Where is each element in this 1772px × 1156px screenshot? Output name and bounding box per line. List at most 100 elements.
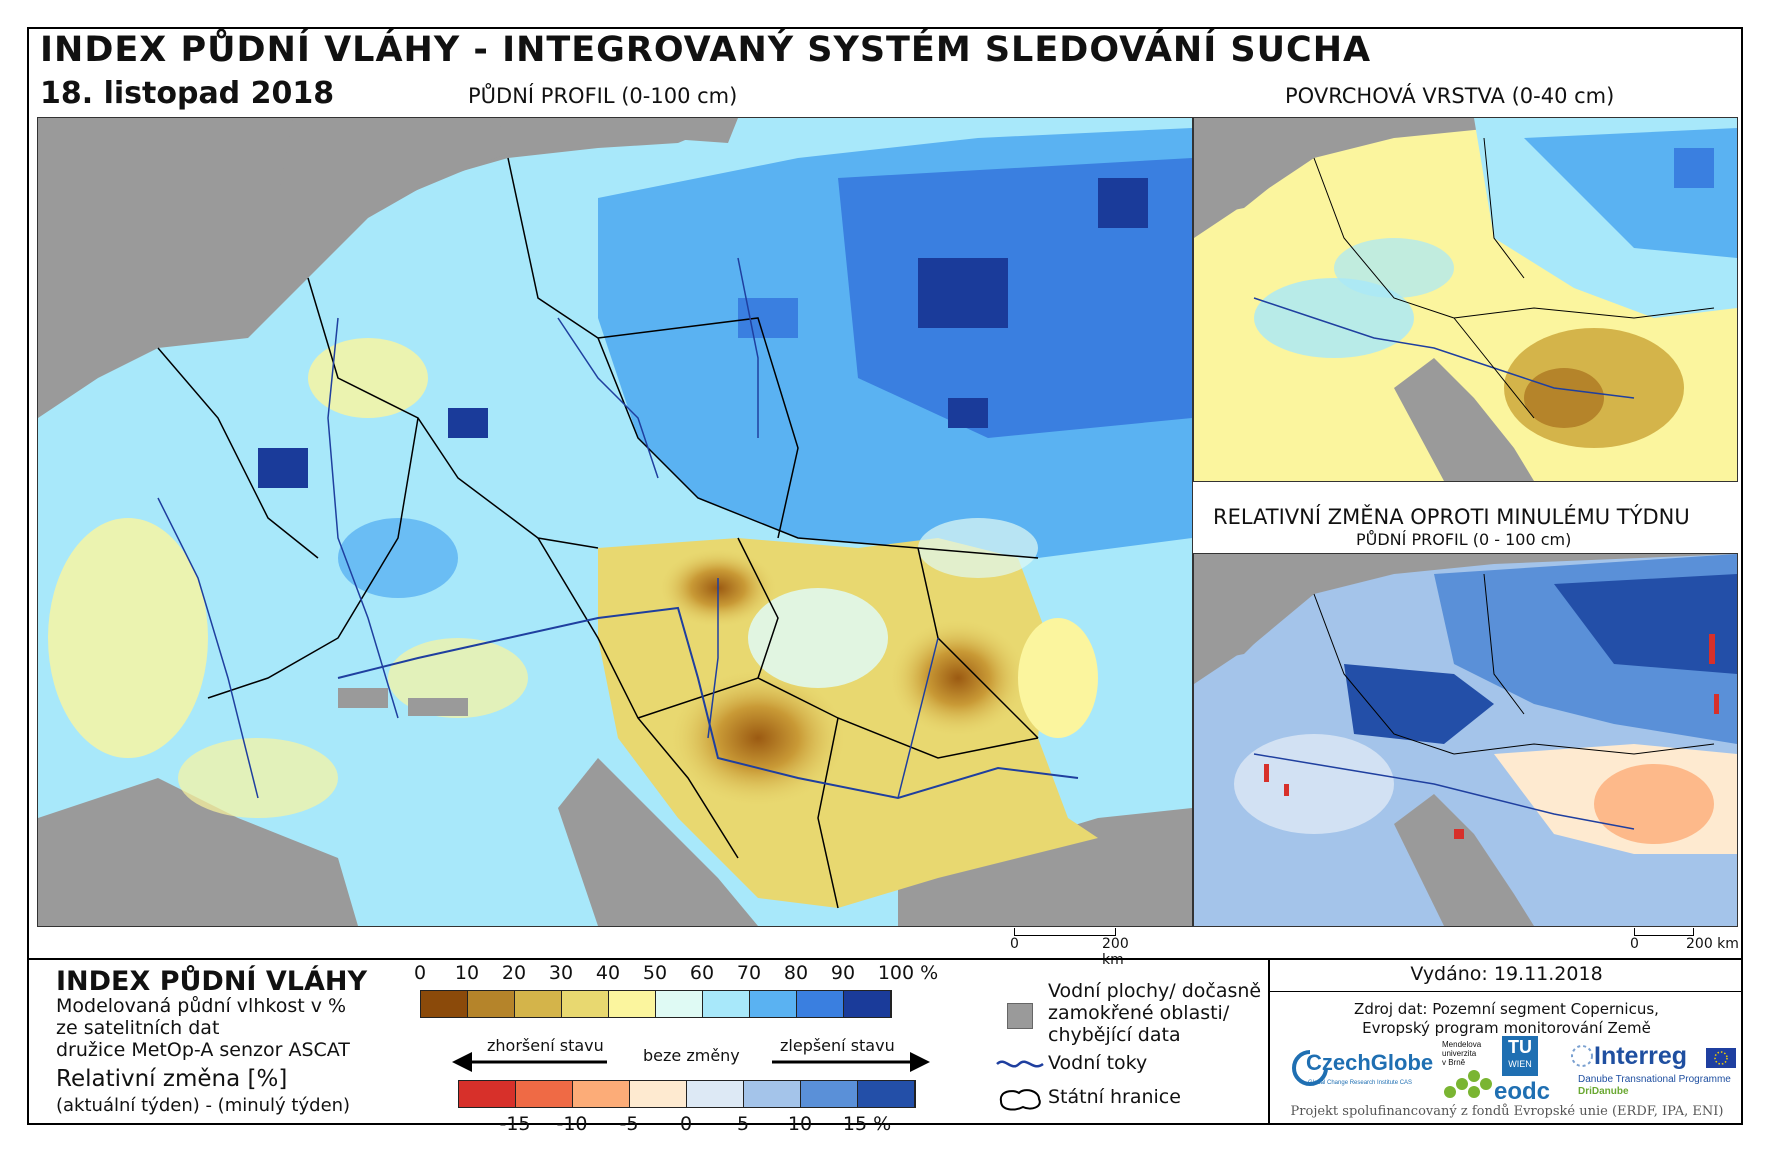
map-date: 18. listopad 2018: [40, 76, 335, 111]
main-map-soil-profile: [37, 117, 1193, 927]
interreg-programme: Danube Transnational Programme: [1578, 1074, 1731, 1085]
main-scale-line: [1014, 928, 1116, 936]
change-bar-swatch: [459, 1081, 516, 1107]
main-scale-start: 0: [1010, 936, 1019, 952]
change-ticks-label: -10: [556, 1113, 588, 1135]
change-ticks-label: -5: [619, 1113, 639, 1135]
index-ticks-label: 30: [548, 962, 574, 984]
index-bar-swatch: [562, 991, 609, 1017]
relative-change-note: (aktuální týden) - (minulý týden): [56, 1095, 351, 1116]
worse-arrow-head: [452, 1052, 472, 1072]
index-ticks-label: 80: [783, 962, 809, 984]
arrow-same-label: beze změny: [643, 1046, 740, 1065]
mendel-university-logo: Mendelova univerzita v Brně: [1442, 1040, 1498, 1100]
change-bar-swatch: [858, 1081, 915, 1107]
weekly-change-map: [1193, 553, 1738, 927]
change-scale-end: 200 km: [1686, 936, 1739, 952]
page-title: INDEX PŮDNÍ VLÁHY - INTEGROVANÝ SYSTÉM S…: [40, 30, 1372, 70]
interreg-name: Interreg: [1594, 1042, 1688, 1070]
index-bar-swatch: [750, 991, 797, 1017]
index-bar-swatch: [656, 991, 703, 1017]
mendel-line-1: Mendelova: [1442, 1040, 1482, 1049]
key-water-label: Vodní plochy/ dočasně zamokřené oblasti/…: [1048, 980, 1261, 1046]
funding-footer: Projekt spolufinancovaný z fondů Evropsk…: [1290, 1104, 1724, 1119]
legend-desc-line-2: ze satelitních dat: [56, 1017, 220, 1039]
main-map-label: PŮDNÍ PROFIL (0-100 cm): [468, 84, 738, 108]
change-scale-line: [1634, 928, 1694, 936]
better-arrow-head: [910, 1052, 930, 1072]
czechglobe-subtitle: Global Change Research Institute CAS: [1308, 1080, 1413, 1086]
main-map-svg: [38, 118, 1192, 926]
legend-title: INDEX PŮDNÍ VLÁHY: [56, 966, 368, 997]
info-divider: [1268, 958, 1270, 1125]
mendel-text: Mendelova univerzita v Brně: [1442, 1040, 1498, 1067]
mendel-dots-icon: [1444, 1070, 1492, 1098]
index-ticks-label: 20: [501, 962, 527, 984]
index-bar-swatch: [468, 991, 515, 1017]
index-ticks-label: 100 %: [877, 962, 939, 984]
arrow-better-label: zlepšení stavu: [780, 1036, 895, 1055]
czechglobe-globe-icon: [1292, 1050, 1328, 1086]
change-bar-swatch: [744, 1081, 801, 1107]
interreg-star-icon: [1571, 1045, 1593, 1067]
source-line-1: Zdroj dat: Pozemní segment Copernicus,: [1354, 1000, 1659, 1018]
change-scale-start: 0: [1630, 936, 1639, 952]
eu-flag-icon: [1706, 1048, 1736, 1068]
data-source: Zdroj dat: Pozemní segment Copernicus, E…: [1270, 1000, 1743, 1038]
change-ticks-label: 5: [736, 1113, 750, 1135]
mendel-line-2: univerzita: [1442, 1049, 1477, 1058]
index-ticks-label: 0: [413, 962, 427, 984]
arrow-worse-label: zhoršení stavu: [487, 1036, 604, 1055]
index-ticks-label: 40: [595, 962, 621, 984]
change-bar-swatch: [516, 1081, 573, 1107]
tu-wien-logo: TU WIEN: [1502, 1036, 1538, 1076]
legend-divider: [27, 958, 1743, 960]
change-ticks-label: -15: [499, 1113, 531, 1135]
index-bar-swatch: [609, 991, 656, 1017]
change-bar-swatch: [573, 1081, 630, 1107]
index-ticks-label: 70: [736, 962, 762, 984]
key-water-line-1: Vodní plochy/ dočasně: [1048, 980, 1262, 1002]
surface-map-label: POVRCHOVÁ VRSTVA (0-40 cm): [1285, 84, 1615, 108]
interreg-logo: Interreg Danube Transnational Programme …: [1568, 1040, 1738, 1100]
mendel-line-3: v Brně: [1442, 1058, 1466, 1067]
legend-description: Modelovaná půdní vlhkost v % ze satelitn…: [56, 995, 350, 1061]
change-ticks-label: 15 %: [842, 1113, 892, 1135]
key-water-line-3: chybějící data: [1048, 1024, 1181, 1046]
czechglobe-logo: CzechGlobe Global Change Research Instit…: [1290, 1046, 1440, 1092]
change-arrows: [452, 1052, 930, 1072]
key-rivers-label: Vodní toky: [1048, 1052, 1148, 1074]
main-scale-end: 200 km: [1102, 936, 1129, 968]
missing-data-swatch: [1007, 1003, 1033, 1029]
index-bar-swatch: [421, 991, 468, 1017]
czechglobe-name: CzechGlobe: [1306, 1050, 1434, 1075]
index-bar-swatch: [844, 991, 891, 1017]
river-icon: [996, 1060, 1044, 1068]
change-bar-swatch: [801, 1081, 858, 1107]
change-ticks-label: 0: [679, 1113, 693, 1135]
change-ticks-label: 10: [787, 1113, 813, 1135]
change-bar-swatch: [687, 1081, 744, 1107]
change-colorbar: [458, 1080, 916, 1108]
main-scale-bar: 0 200 km: [1010, 928, 1140, 968]
tu-letters: TU: [1508, 1037, 1532, 1057]
relative-change-title: Relativní změna [%]: [56, 1066, 288, 1092]
source-line-2: Evropský program monitorování Země: [1362, 1019, 1651, 1037]
change-bar-swatch: [630, 1081, 687, 1107]
eodc-logo: eodc: [1494, 1078, 1551, 1105]
index-bar-swatch: [797, 991, 844, 1017]
issued-date: Vydáno: 19.11.2018: [1410, 963, 1603, 985]
surface-map-svg: [1194, 118, 1737, 481]
key-water-line-2: zamokřené oblasti/: [1048, 1002, 1230, 1024]
change-scale-bar: 0 200 km: [1630, 928, 1740, 952]
issued-divider: [1270, 991, 1743, 992]
change-map-label: RELATIVNÍ ZMĚNA OPROTI MINULÉMU TÝDNU: [1213, 505, 1690, 529]
index-bar-swatch: [703, 991, 750, 1017]
index-ticks-label: 50: [642, 962, 668, 984]
surface-layer-map: [1193, 117, 1738, 482]
index-bar-swatch: [515, 991, 562, 1017]
tu-wien-text: WIEN: [1508, 1059, 1532, 1069]
legend-desc-line-1: Modelovaná půdní vlhkost v %: [56, 995, 347, 1017]
index-ticks-label: 90: [830, 962, 856, 984]
index-ticks-label: 60: [689, 962, 715, 984]
